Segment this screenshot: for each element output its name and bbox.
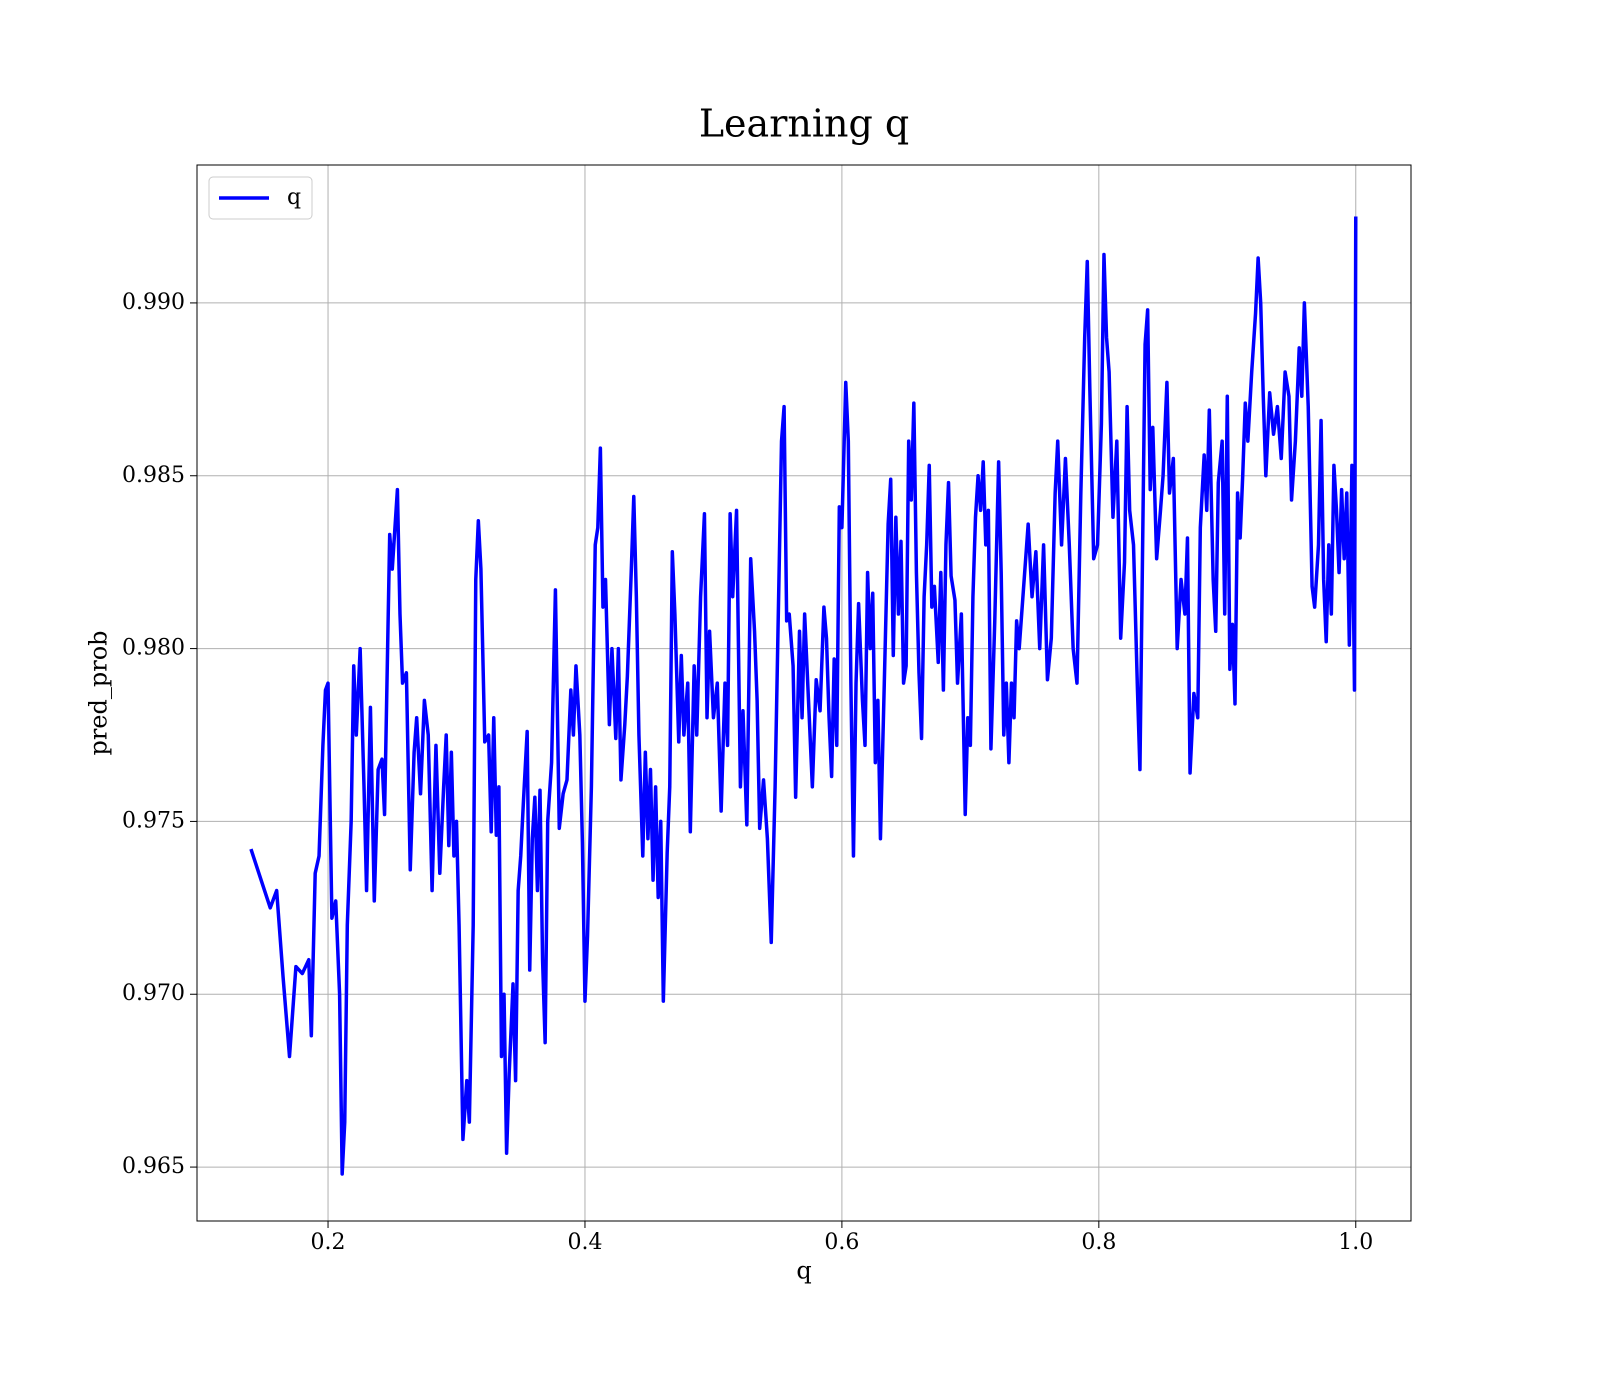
y-tick-label: 0.975	[122, 808, 185, 833]
y-tick-label: 0.990	[122, 290, 185, 315]
x-axis-label: q	[796, 1257, 811, 1285]
y-tick-label: 0.980	[122, 636, 185, 661]
x-tick-label: 1.0	[1338, 1230, 1373, 1255]
x-tick-label: 0.4	[567, 1230, 602, 1255]
x-tick-label: 0.8	[1081, 1230, 1116, 1255]
chart-title: Learning q	[699, 102, 909, 146]
x-tick-label: 0.2	[311, 1230, 346, 1255]
plot-frame	[196, 164, 1412, 1222]
y-tick-label: 0.970	[122, 981, 185, 1006]
legend: q	[208, 176, 313, 220]
data-line	[249, 216, 1358, 1176]
y-tick-label: 0.965	[122, 1154, 185, 1179]
y-axis-label: pred_prob	[85, 630, 113, 755]
legend-label: q	[287, 185, 301, 210]
x-tick-label: 0.6	[824, 1230, 859, 1255]
y-tick-label: 0.985	[122, 463, 185, 488]
